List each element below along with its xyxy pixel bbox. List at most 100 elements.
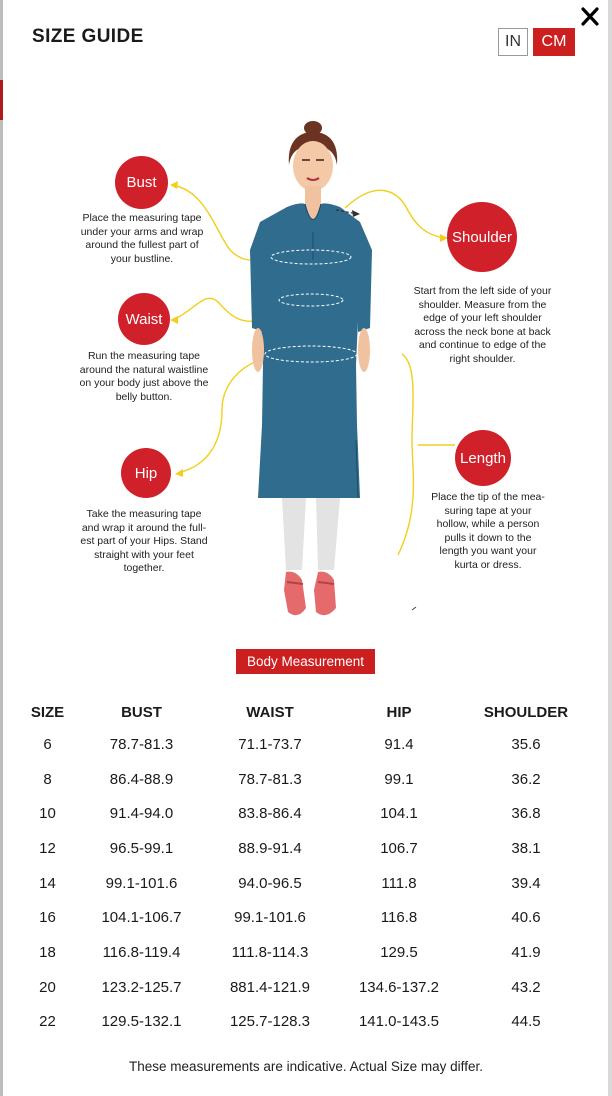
bust-cell: 96.5-99.1	[109, 839, 174, 857]
shoulder-description-line: right shoulder.	[449, 352, 516, 365]
shoulder-cell: 43.2	[511, 978, 541, 996]
waist-cell: 94.0-96.5	[238, 874, 302, 892]
bust-bubble: Bust	[115, 156, 168, 209]
bust-cell: 104.1-106.7	[101, 909, 182, 927]
bust-cell: 78.7-81.3	[109, 735, 174, 753]
column-header-bust: BUST	[121, 703, 162, 721]
hip-cell: 141.0-143.5	[358, 1013, 440, 1031]
shoulder-cell: 36.8	[511, 805, 541, 823]
column-header-waist: WAIST	[246, 703, 294, 721]
length-bubble: Length	[455, 430, 511, 486]
hip-description-line: straight with your feet	[94, 548, 194, 561]
unit-in-button[interactable]: IN	[498, 28, 528, 56]
waist-bubble: Waist	[118, 293, 170, 345]
column-header-shoulder: SHOULDER	[483, 703, 569, 721]
body-measurement-tab[interactable]: Body Measurement	[236, 649, 375, 674]
table-row: 22 129.5-132.1 125.7-128.3 141.0-143.5 4…	[16, 1005, 590, 1040]
background-overlay-edge	[0, 0, 3, 1096]
length-description-line: kurta or dress.	[454, 558, 522, 571]
bust-label: Bust	[126, 174, 157, 191]
waist-cell: 88.9-91.4	[238, 839, 302, 857]
length-description-line: pulls it down to the	[444, 531, 532, 544]
waist-cell: 125.7-128.3	[229, 1013, 311, 1031]
waist-description: Run the measuring tape around the natura…	[55, 350, 233, 404]
waist-cell: 78.7-81.3	[238, 770, 302, 788]
shoulder-description-line: edge of your left shoulder	[423, 312, 542, 324]
size-guide-title: SIZE GUIDE	[32, 26, 144, 47]
table-row: 12 96.5-99.1 88.9-91.4 106.7 38.1	[16, 831, 590, 866]
shoulder-cell: 40.6	[511, 909, 541, 927]
hip-cell: 106.7	[380, 839, 418, 857]
modal-scrollbar[interactable]	[608, 0, 612, 1096]
shoulder-description-line: and continue to edge of the	[418, 339, 547, 351]
size-cell: 22	[39, 1013, 56, 1031]
hip-cell: 99.1	[384, 770, 414, 788]
length-description: Place the tip of the mea- suring tape at…	[418, 491, 558, 572]
bust-description-line: under your arms and wrap	[80, 225, 204, 238]
waist-cell: 111.8-114.3	[231, 943, 309, 961]
waist-label: Waist	[125, 310, 163, 328]
size-cell: 20	[39, 978, 56, 996]
length-description-line: Place the tip of the mea-	[431, 491, 545, 503]
bust-cell: 123.2-125.7	[101, 978, 182, 996]
length-description-line: length you want your	[439, 545, 537, 557]
shoulder-cell: 44.5	[511, 1013, 541, 1031]
hip-description-line: est part of your Hips. Stand	[80, 535, 208, 547]
hip-cell: 134.6-137.2	[358, 978, 440, 996]
table-row: 20 123.2-125.7 881.4-121.9 134.6-137.2 4…	[16, 970, 590, 1005]
bust-cell: 99.1-101.6	[105, 874, 178, 892]
hip-cell: 91.4	[384, 735, 414, 753]
table-row: 16 104.1-106.7 99.1-101.6 116.8 40.6	[16, 900, 590, 935]
size-chart-table: SIZE BUST WAIST HIP SHOULDER 6 78.7-81.3…	[16, 697, 590, 1039]
shoulder-description-line: Start from the left side of your	[413, 285, 552, 297]
shoulder-description: Start from the left side of your shoulde…	[400, 285, 565, 366]
bust-description-line: around the fullest part of	[85, 239, 199, 251]
size-cell: 10	[39, 805, 56, 823]
shoulder-cell: 36.2	[511, 770, 541, 788]
table-row: 18 116.8-119.4 111.8-114.3 129.5 41.9	[16, 935, 590, 970]
unit-toggle: IN CM	[498, 28, 575, 56]
table-row: 6 78.7-81.3 71.1-73.7 91.4 35.6	[16, 727, 590, 762]
hip-cell: 116.8	[380, 909, 418, 927]
waist-description-line: belly button.	[115, 390, 173, 403]
hip-description: Take the measuring tape and wrap it arou…	[55, 508, 233, 576]
hip-cell: 111.8	[381, 874, 417, 892]
shoulder-bubble: Shoulder	[447, 202, 517, 272]
close-icon	[581, 7, 599, 26]
column-header-hip: HIP	[386, 703, 412, 721]
shoulder-description-line: across the neck bone at back	[414, 325, 551, 338]
shoulder-cell: 38.1	[511, 839, 541, 857]
length-description-line: suring tape at your	[444, 504, 532, 517]
measurement-illustration: Bust Place the measuring tape under your…	[0, 110, 612, 630]
table-header-row: SIZE BUST WAIST HIP SHOULDER	[16, 697, 590, 727]
size-cell: 12	[39, 839, 56, 857]
bust-description: Place the measuring tape under your arms…	[55, 212, 229, 266]
column-header-size: SIZE	[30, 703, 65, 721]
hip-bubble: Hip	[121, 448, 171, 498]
close-button[interactable]	[578, 6, 602, 28]
size-cell: 14	[39, 874, 56, 892]
bust-cell: 91.4-94.0	[109, 805, 174, 823]
waist-description-line: Run the measuring tape	[87, 350, 201, 362]
hip-label: Hip	[134, 464, 158, 482]
waist-cell: 83.8-86.4	[238, 805, 302, 823]
size-cell: 18	[39, 943, 56, 961]
waist-cell: 99.1-101.6	[234, 909, 306, 927]
hip-cell: 104.1	[380, 805, 418, 823]
hip-description-line: Take the measuring tape	[86, 508, 202, 520]
woman-figure-illustration	[170, 121, 455, 616]
hip-description-line: together.	[123, 562, 165, 574]
hip-cell: 129.5	[380, 943, 418, 961]
shoulder-label: Shoulder	[451, 228, 513, 246]
length-description-line: hollow, while a person	[436, 518, 540, 530]
background-overlay-mark	[0, 80, 3, 120]
shoulder-cell: 35.6	[511, 735, 541, 753]
waist-description-line: on your body just above the	[79, 377, 209, 389]
unit-cm-button[interactable]: CM	[533, 28, 575, 56]
disclaimer-note: These measurements are indicative. Actua…	[129, 1059, 483, 1074]
table-row: 10 91.4-94.0 83.8-86.4 104.1 36.8	[16, 796, 590, 831]
shoulder-description-line: shoulder. Measure from the	[418, 298, 547, 311]
size-cell: 6	[43, 735, 52, 753]
waist-cell: 71.1-73.7	[238, 735, 302, 753]
size-cell: 8	[43, 770, 52, 788]
